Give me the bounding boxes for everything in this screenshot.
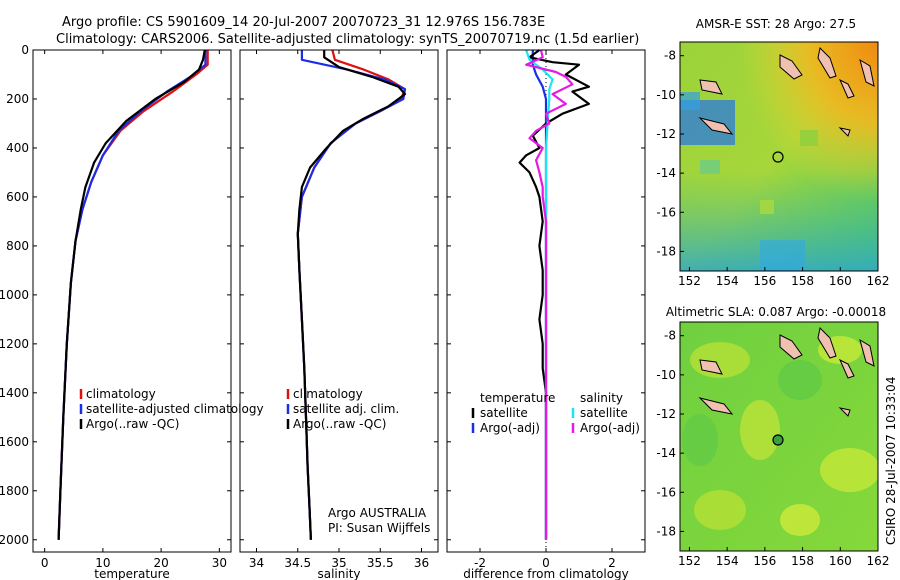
x-axis-label: difference from climatology [463,567,629,580]
sla-map-title: Altimetric SLA: 0.087 Argo: -0.00018 [666,305,886,319]
series-line-argo-raw-qc [57,49,206,540]
legend-entry-satellite-adjusted-climatology: satellite-adjusted climatology [86,402,264,416]
legend-entry-temperature-argo-adj: Argo(-adj) [480,421,540,435]
side-timestamp-label: CSIRO 28-Jul-2007 10:33:04 [884,377,898,545]
legend-entry-climatology: climatology [293,387,363,401]
map-lat-tick-label: -18 [656,524,676,538]
map-lat-tick-label: -8 [664,49,676,63]
sst-heatmap [680,42,878,271]
legend-entry-temperature-satellite: satellite [480,406,528,420]
y-tick-label: 1800 [0,484,29,498]
sla-map-panel: Altimetric SLA: 0.087 Argo: -0.00018 152… [656,305,889,568]
y-tick-label: 1600 [0,435,29,449]
y-tick-label: 600 [6,190,29,204]
series-line-satellite-adj-clim [296,50,407,540]
map-lat-tick-label: -12 [656,127,676,141]
figure-title-line1: Argo profile: CS 5901609_14 20-Jul-2007 … [62,15,545,30]
institution-annotation: PI: Susan Wijffels [328,521,430,535]
map-lon-tick-label: 162 [867,274,890,288]
map-lat-tick-label: -16 [656,485,676,499]
x-tick-label: 34 [249,556,264,570]
y-tick-label: 0 [21,43,29,57]
x-tick-label: 34.5 [284,556,311,570]
x-tick-label: 35.5 [367,556,394,570]
x-tick-label: 36 [414,556,429,570]
legend-group-title: temperature [480,391,555,405]
y-tick-label: 200 [6,92,29,106]
series-line-climatology [57,50,209,540]
sst-coastline [698,46,875,137]
y-tick-label: 1400 [0,386,29,400]
y-tick-label: 1200 [0,337,29,351]
legend-entry-climatology: climatology [86,387,156,401]
institution-annotation: Argo AUSTRALIA [328,506,427,520]
x-tick-label: 35 [331,556,346,570]
y-tick-label: 2000 [0,533,29,547]
map-lat-tick-label: -16 [656,205,676,219]
sla-heatmap [680,322,878,551]
salinity-profile-panel: 34 34.5 35 35.5 36 salinity climatologysatelli… [239,49,439,580]
map-lon-tick-label: 156 [753,274,776,288]
map-lat-tick-label: -14 [656,446,676,460]
series-line-salinity-satellite [525,49,554,540]
y-tick-label: 400 [6,141,29,155]
map-lat-tick-label: -12 [656,407,676,421]
series-line-temperature-argo-adj [518,49,591,540]
sst-argo-marker [772,151,784,163]
map-lon-tick-label: 156 [753,554,776,568]
x-tick-label: 20 [153,556,168,570]
y-tick-label: 1000 [0,288,29,302]
map-lon-tick-label: 160 [829,274,852,288]
series-line-climatology [296,49,407,540]
x-axis-label: salinity [317,567,360,580]
map-lon-tick-label: 158 [791,554,814,568]
sla-argo-marker [772,434,784,446]
map-lat-tick-label: -14 [656,166,676,180]
map-lat-tick-label: -8 [664,329,676,343]
series-line-argo-raw-qc [296,50,407,540]
map-lon-tick-label: 162 [867,554,890,568]
temperature-profile-panel: 0 10 20 30 0 200 400 600 800 1000 1200 1400 1600 1800… [0,43,264,580]
series-line-satellite-adjusted-climatology [57,50,207,540]
map-lon-tick-label: 158 [791,274,814,288]
legend-entry-argo-raw-qc: Argo(..raw -QC) [86,417,179,431]
map-lon-tick-label: 154 [716,554,739,568]
sst-map-panel: AMSR-E SST: 28 Argo: 27.5 152 154 156 158 16… [656,17,889,288]
map-lon-tick-label: 152 [678,554,701,568]
sla-coastline [698,326,875,417]
legend-entry-argo-raw-qc: Argo(..raw -QC) [293,417,386,431]
x-tick-label: 0 [41,556,49,570]
legend-entry-salinity-argo-adj: Argo(-adj) [580,421,640,435]
x-tick-label: -2 [474,556,486,570]
map-lat-tick-label: -18 [656,244,676,258]
figure-title-line2: Climatology: CARS2006. Satellite-adjuste… [56,32,639,47]
map-lat-tick-label: -10 [656,88,676,102]
series-line-temperature-satellite [531,50,548,540]
map-lon-tick-label: 154 [716,274,739,288]
map-lat-tick-label: -10 [656,368,676,382]
map-lon-tick-label: 152 [678,274,701,288]
map-lon-tick-label: 160 [829,554,852,568]
sst-map-title: AMSR-E SST: 28 Argo: 27.5 [696,17,856,31]
legend-entry-satellite-adj-clim: satellite adj. clim. [293,402,399,416]
x-tick-label: 0 [542,556,550,570]
plot-frame [239,49,439,553]
legend-entry-salinity-satellite: satellite [580,406,628,420]
x-tick-label: 2 [608,556,616,570]
x-tick-label: 30 [212,556,227,570]
series-line-salinity-argo-adj [525,49,574,540]
plot-frame [32,49,232,553]
legend-group-title: salinity [580,391,623,405]
y-tick-label: 800 [6,239,29,253]
x-tick-label: 10 [95,556,110,570]
x-axis-label: temperature [94,567,169,580]
